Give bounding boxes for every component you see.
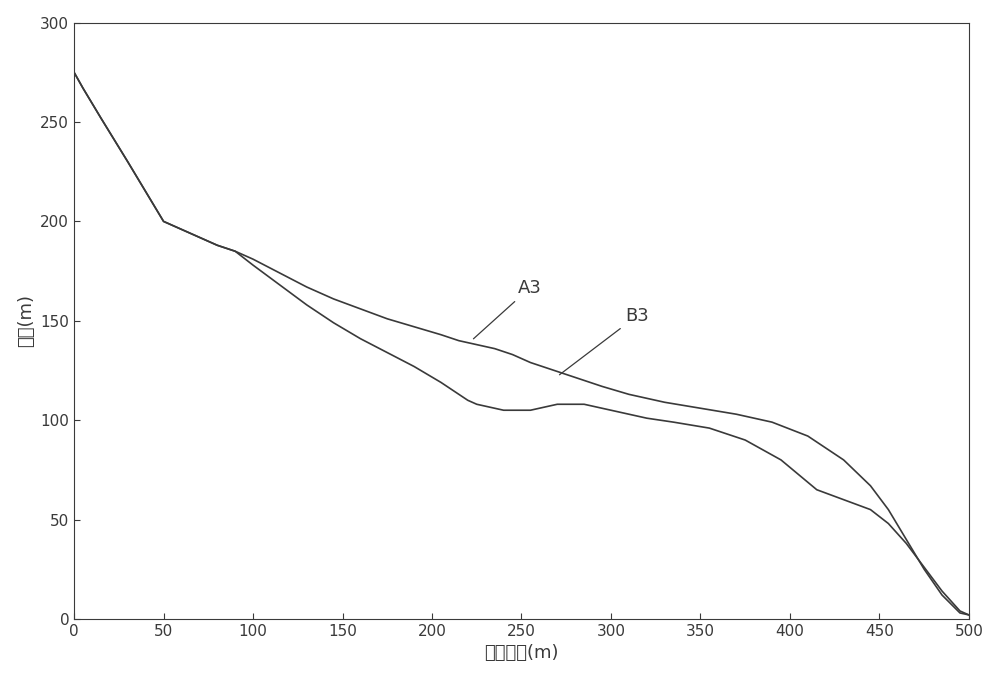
- Y-axis label: 高程(m): 高程(m): [17, 294, 35, 347]
- Text: B3: B3: [559, 307, 649, 375]
- X-axis label: 水平距离(m): 水平距离(m): [484, 644, 559, 662]
- Text: A3: A3: [473, 279, 542, 339]
